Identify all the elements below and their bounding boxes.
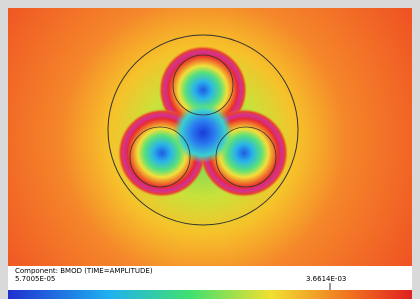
legend-max: 3.6614E-03 (306, 275, 346, 283)
field-core (173, 103, 233, 163)
color-bar (8, 290, 412, 299)
legend-min: 5.7005E-05 (15, 275, 55, 283)
screen: Component: BMOD (TIME=AMPLITUDE) 5.7005E… (0, 0, 420, 299)
legend-title: Component: BMOD (TIME=AMPLITUDE) (15, 267, 153, 275)
field-plot: Component: BMOD (TIME=AMPLITUDE) 5.7005E… (0, 0, 420, 299)
